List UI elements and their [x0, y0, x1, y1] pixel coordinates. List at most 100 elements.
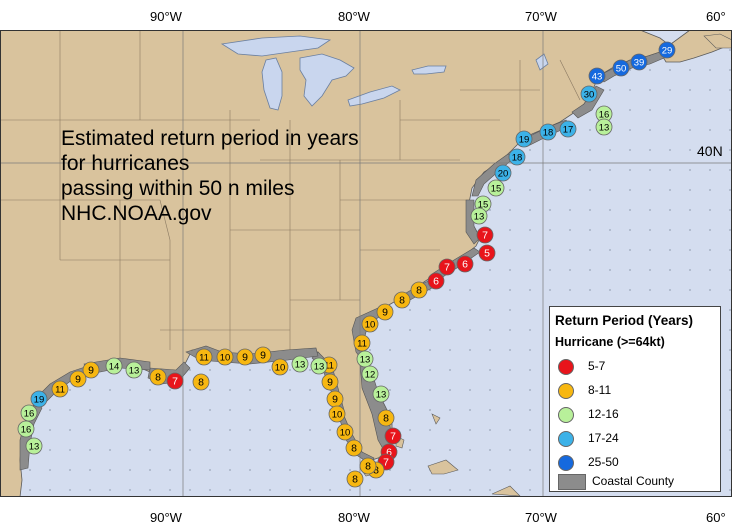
legend-swatch [558, 431, 574, 447]
marker-circle [508, 148, 526, 166]
marker-circle [410, 281, 428, 299]
return-period-marker: 30 [580, 85, 598, 103]
state-borders [0, 30, 581, 360]
return-period-marker: 18 [508, 148, 526, 166]
legend-swatch [558, 407, 574, 423]
marker-value: 17 [563, 125, 574, 136]
marker-circle [25, 437, 43, 455]
marker-value: 20 [498, 169, 509, 180]
title-line: for hurricanes [61, 152, 190, 175]
marker-value: 13 [314, 362, 325, 373]
marker-circle [216, 348, 234, 366]
return-period-marker: 9 [254, 346, 272, 364]
marker-value: 9 [242, 352, 248, 364]
return-period-marker: 10 [271, 358, 289, 376]
marker-circle [82, 361, 100, 379]
top-tick-label: 60° [706, 9, 726, 24]
marker-value: 16 [21, 425, 32, 436]
marker-circle [291, 355, 309, 373]
return-period-marker: 7 [384, 427, 402, 445]
marker-circle [346, 470, 364, 488]
marker-circle [612, 59, 630, 77]
great-lakes [220, 35, 549, 111]
marker-value: 15 [478, 200, 489, 211]
legend-label: 25-50 [588, 455, 619, 469]
return-period-marker: 8 [377, 409, 395, 427]
marker-value: 13 [295, 360, 306, 371]
marker-circle [30, 390, 48, 408]
marker-circle [254, 346, 272, 364]
marker-value: 11 [55, 385, 65, 396]
return-period-marker: 8 [359, 457, 377, 475]
marker-value: 10 [365, 320, 376, 331]
marker-circle [588, 67, 606, 85]
return-period-marker: 14 [105, 357, 123, 375]
marker-value: 10 [340, 428, 351, 439]
marker-value: 12 [365, 370, 376, 381]
marker-circle [321, 373, 339, 391]
return-period-marker: 8 [346, 470, 364, 488]
marker-circle [476, 226, 494, 244]
marker-value: 11 [357, 339, 367, 350]
marker-value: 11 [199, 353, 209, 364]
marker-value: 7 [383, 457, 389, 469]
return-period-marker: 11 [195, 348, 213, 366]
return-period-marker: 11 [51, 380, 69, 398]
bottom-tick-label: 90°W [150, 510, 182, 525]
return-period-marker: 10 [328, 405, 346, 423]
return-period-marker: 9 [236, 348, 254, 366]
marker-circle [236, 348, 254, 366]
marker-value: 16 [599, 110, 610, 121]
legend-swatch [558, 359, 574, 375]
legend-subtitle: Hurricane (>=64kt) [555, 335, 665, 349]
marker-value: 10 [332, 410, 343, 421]
marker-circle [336, 423, 354, 441]
marker-circle [658, 41, 676, 59]
return-period-marker: 7 [476, 226, 494, 244]
title-line: Estimated return period in years [61, 127, 359, 150]
marker-circle [69, 370, 87, 388]
return-period-marker: 10 [361, 315, 379, 333]
marker-circle [17, 420, 35, 438]
top-tick-label: 80°W [338, 9, 370, 24]
return-period-marker: 7 [438, 258, 456, 276]
marker-circle [438, 258, 456, 276]
marker-circle [361, 315, 379, 333]
return-period-marker: 9 [376, 303, 394, 321]
marker-value: 39 [634, 58, 645, 69]
return-period-marker: 8 [192, 373, 210, 391]
return-period-marker: 13 [356, 350, 374, 368]
return-period-marker: 13 [310, 357, 328, 375]
return-period-marker: 43 [588, 67, 606, 85]
graticule [0, 30, 732, 497]
marker-value: 10 [275, 363, 286, 374]
return-period-marker: 6 [456, 255, 474, 273]
marker-value: 7 [390, 431, 396, 443]
marker-value: 13 [599, 123, 610, 134]
marker-value: 8 [373, 465, 379, 477]
marker-circle [580, 85, 598, 103]
legend: Return Period (Years) Hurricane (>=64kt)… [549, 306, 721, 492]
marker-circle [310, 357, 328, 375]
marker-value: 9 [327, 377, 333, 389]
marker-value: 8 [352, 474, 358, 486]
marker-value: 19 [34, 395, 45, 406]
bottom-tick-label: 60° [706, 510, 726, 525]
return-period-marker: 10 [216, 348, 234, 366]
marker-circle [105, 357, 123, 375]
marker-circle [427, 272, 445, 290]
marker-circle [271, 358, 289, 376]
marker-circle [166, 372, 184, 390]
marker-circle [345, 439, 363, 457]
marker-circle [595, 118, 613, 136]
marker-circle [359, 457, 377, 475]
marker-value: 7 [482, 230, 488, 242]
return-period-marker: 13 [372, 385, 390, 403]
return-period-marker: 19 [30, 390, 48, 408]
marker-value: 8 [198, 377, 204, 389]
marker-circle [515, 130, 533, 148]
top-tick-label: 70°W [525, 9, 557, 24]
legend-label: 12-16 [588, 407, 619, 421]
